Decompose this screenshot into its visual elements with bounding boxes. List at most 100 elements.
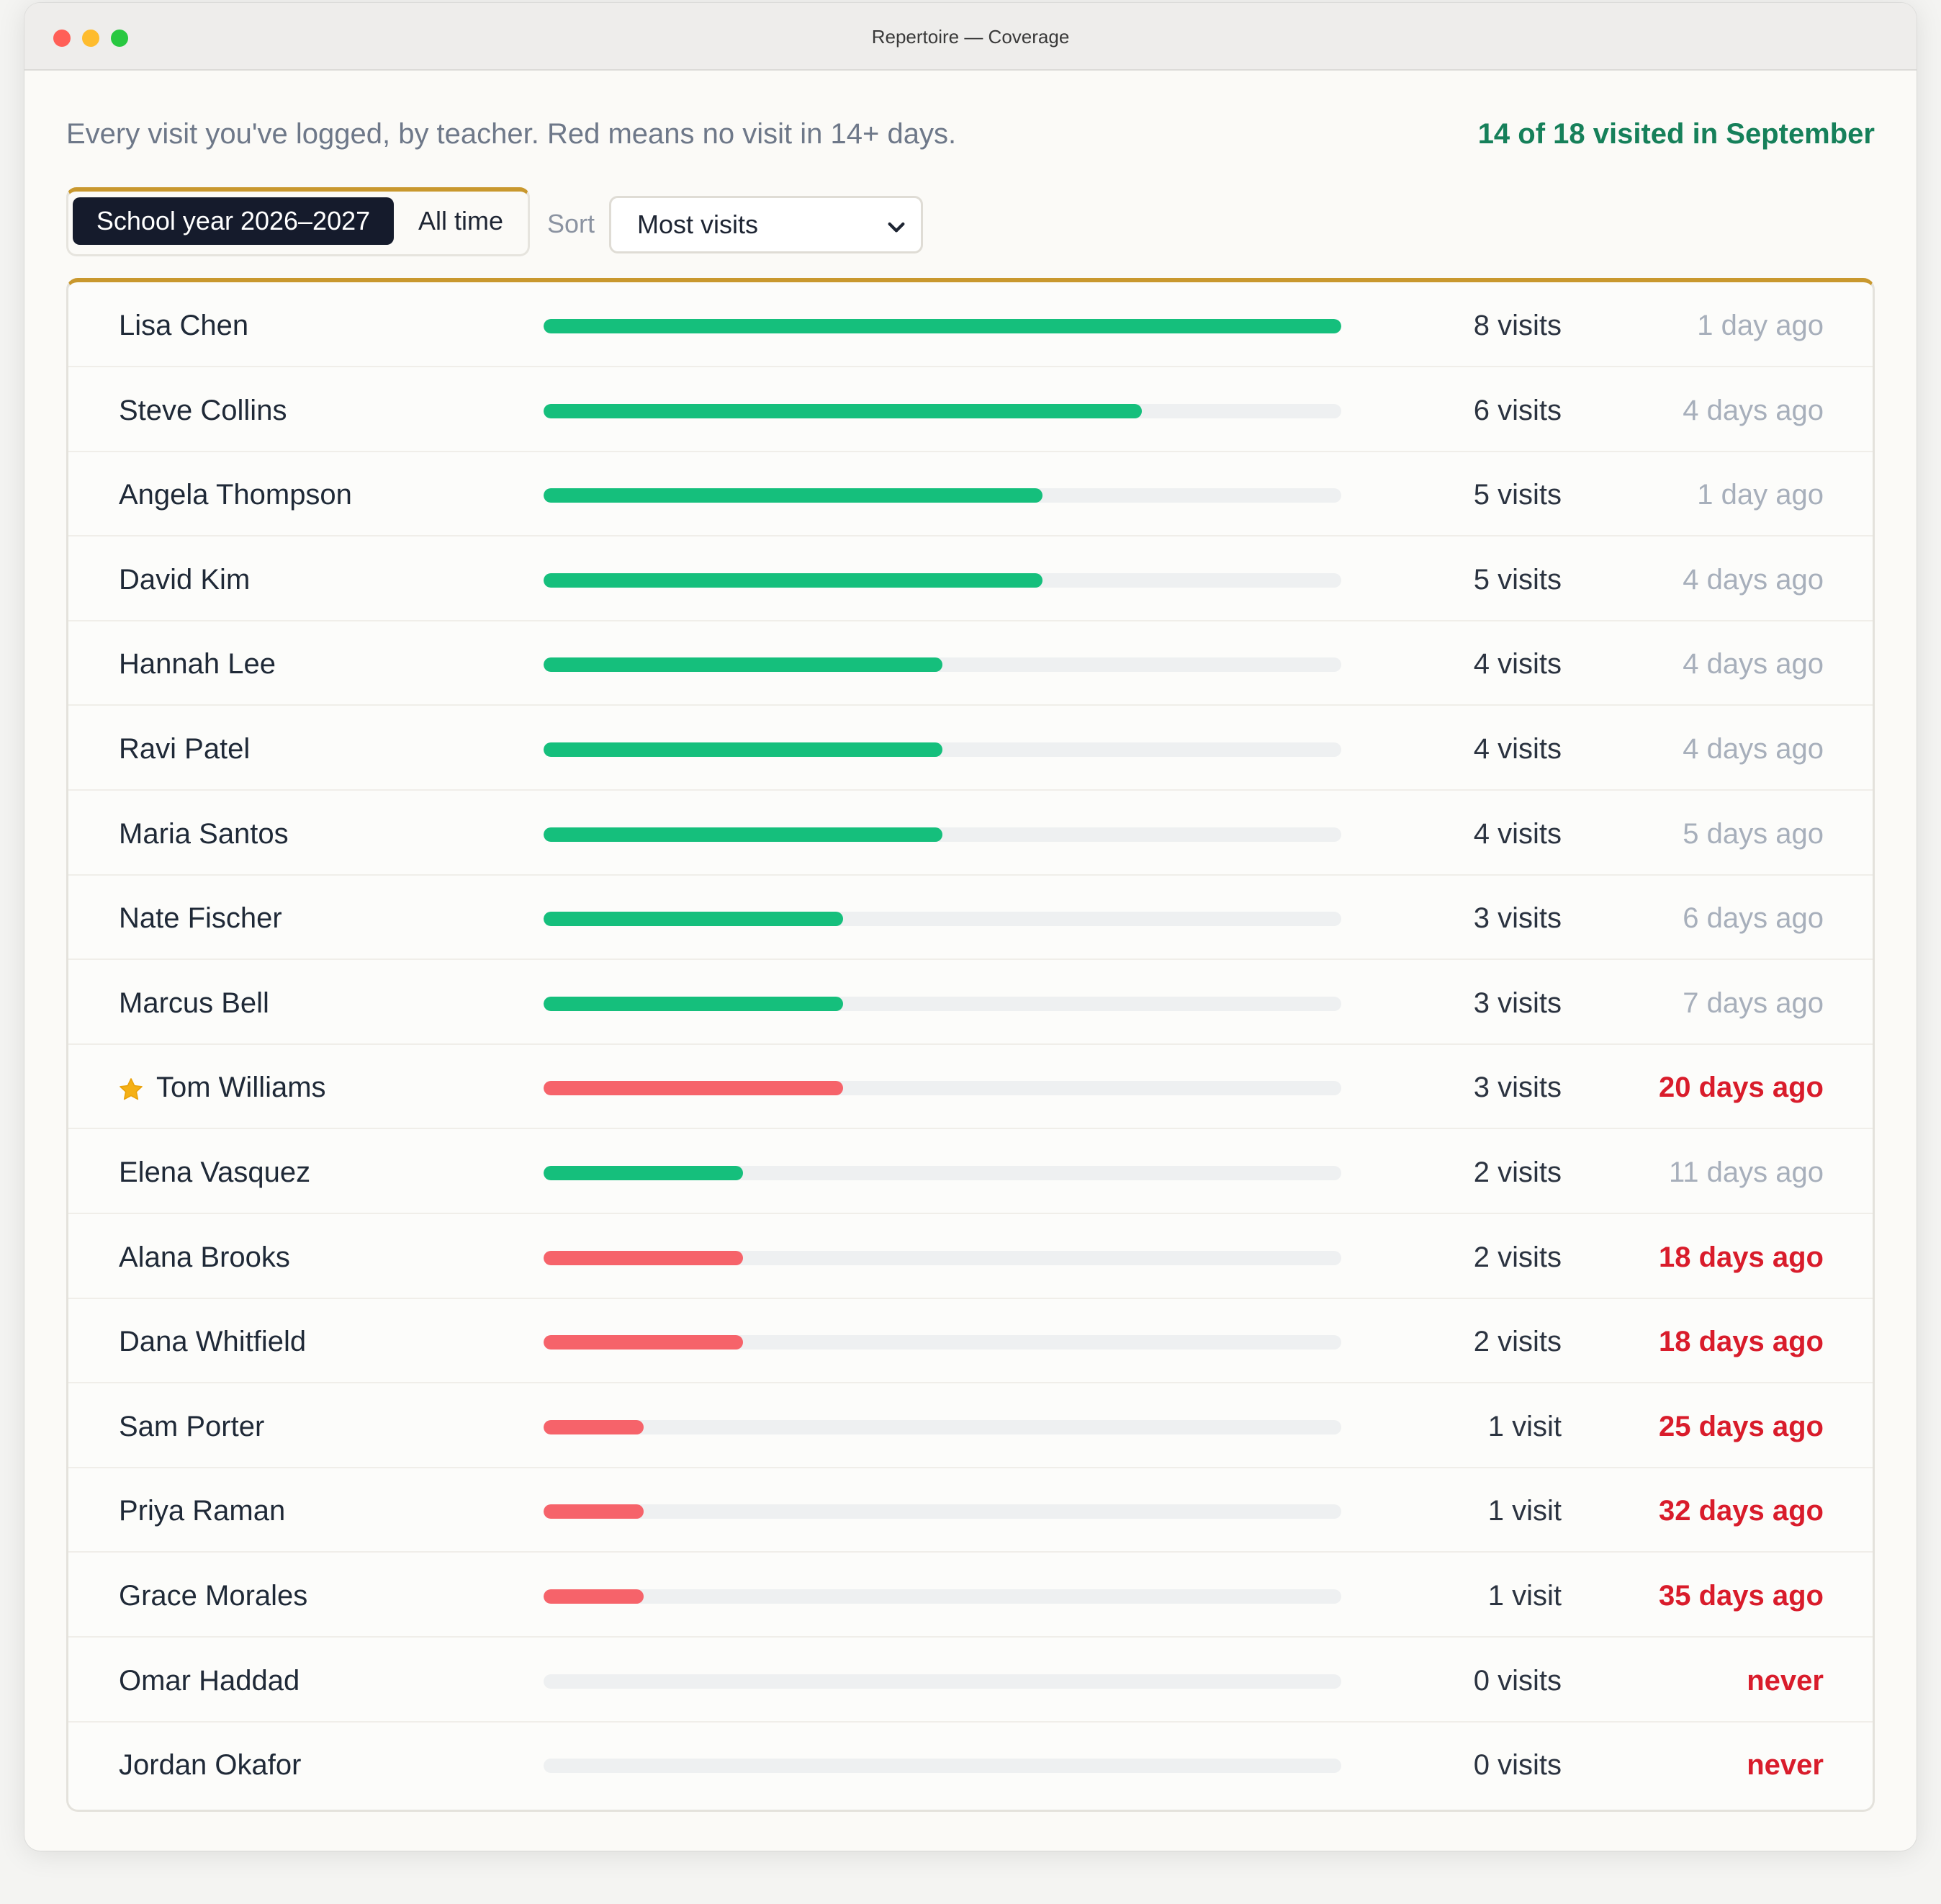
teacher-name: Angela Thompson bbox=[119, 479, 352, 511]
last-visit: never bbox=[1747, 1749, 1824, 1782]
teacher-name: Sam Porter bbox=[119, 1410, 265, 1442]
last-visit: never bbox=[1747, 1664, 1824, 1697]
last-visit: 32 days ago bbox=[1658, 1495, 1824, 1527]
visits-bar-fill bbox=[544, 1589, 644, 1604]
zoom-window-button[interactable] bbox=[111, 30, 128, 47]
visit-count: 5 visits bbox=[1473, 563, 1562, 596]
last-visit: 4 days ago bbox=[1683, 563, 1824, 596]
teacher-row[interactable]: Alana Brooks 2 visits 18 days ago bbox=[68, 1214, 1873, 1299]
visits-bar-fill bbox=[544, 1081, 843, 1096]
window-title: Repertoire — Coverage bbox=[871, 26, 1070, 48]
teacher-name: Nate Fischer bbox=[119, 902, 282, 935]
teacher-row[interactable]: Maria Santos 4 visits 5 days ago bbox=[68, 791, 1873, 876]
visits-bar-track bbox=[544, 996, 1341, 1011]
teacher-row[interactable]: Lisa Chen 8 visits 1 day ago bbox=[68, 282, 1873, 367]
visits-bar-fill bbox=[544, 912, 843, 927]
last-visit: 35 days ago bbox=[1658, 1580, 1824, 1612]
teacher-row[interactable]: David Kim 5 visits 4 days ago bbox=[68, 536, 1873, 621]
teacher-row[interactable]: Jordan Okafor 0 visits never bbox=[68, 1722, 1873, 1807]
last-visit: 5 days ago bbox=[1683, 817, 1824, 850]
last-visit: 4 days ago bbox=[1683, 733, 1824, 765]
visits-bar-track bbox=[544, 319, 1341, 333]
visits-bar-fill bbox=[544, 657, 942, 673]
teacher-row[interactable]: Omar Haddad 0 visits never bbox=[68, 1638, 1873, 1723]
teacher-name: Steve Collins bbox=[119, 394, 287, 426]
last-visit: 25 days ago bbox=[1658, 1410, 1824, 1442]
last-visit: 4 days ago bbox=[1683, 648, 1824, 681]
range-all-time-button[interactable]: All time bbox=[418, 206, 504, 235]
visits-bar-fill bbox=[544, 1504, 644, 1519]
last-visit: 11 days ago bbox=[1669, 1157, 1824, 1188]
visits-bar-track bbox=[544, 742, 1341, 757]
visits-bar-track bbox=[544, 572, 1341, 588]
visits-bar-fill bbox=[544, 742, 942, 757]
visits-bar-track bbox=[544, 912, 1341, 927]
visits-bar-fill bbox=[544, 827, 942, 842]
visits-bar-fill bbox=[544, 1250, 743, 1265]
visits-bar-fill bbox=[544, 1419, 644, 1434]
teacher-row[interactable]: Dana Whitfield 2 visits 18 days ago bbox=[68, 1298, 1873, 1384]
teacher-name: Marcus Bell bbox=[119, 987, 269, 1019]
teacher-name: Hannah Lee bbox=[119, 648, 276, 681]
visits-bar-track bbox=[544, 1335, 1341, 1350]
teacher-row[interactable]: Ravi Patel 4 visits 4 days ago bbox=[68, 706, 1873, 791]
visits-bar-track bbox=[544, 1674, 1341, 1689]
visits-bar-fill bbox=[544, 1166, 743, 1180]
visit-count: 4 visits bbox=[1473, 817, 1562, 850]
teacher-row[interactable]: Tom Williams 3 visits 20 days ago bbox=[68, 1044, 1873, 1130]
visit-count: 6 visits bbox=[1473, 394, 1562, 426]
teacher-row[interactable]: Hannah Lee 4 visits 4 days ago bbox=[68, 621, 1873, 706]
minimize-window-button[interactable] bbox=[82, 30, 99, 47]
coverage-summary: 14 of 18 visited in September bbox=[1477, 118, 1875, 150]
sort-select[interactable]: Most visits bbox=[609, 196, 923, 253]
sort-select-value: Most visits bbox=[637, 210, 759, 239]
visit-count: 1 visit bbox=[1487, 1495, 1562, 1527]
teacher-name: Alana Brooks bbox=[119, 1241, 290, 1273]
visits-bar-fill bbox=[544, 488, 1042, 503]
visits-bar-track bbox=[544, 488, 1341, 503]
visits-bar-fill bbox=[544, 403, 1142, 418]
teacher-name: Priya Raman bbox=[119, 1495, 286, 1527]
last-visit: 18 days ago bbox=[1658, 1326, 1824, 1358]
visit-count: 4 visits bbox=[1473, 733, 1562, 765]
visit-count: 3 visits bbox=[1473, 987, 1562, 1019]
visit-count: 8 visits bbox=[1473, 310, 1562, 341]
visits-bar-track bbox=[544, 1504, 1341, 1519]
teacher-name: Jordan Okafor bbox=[119, 1749, 302, 1782]
close-window-button[interactable] bbox=[53, 30, 71, 47]
visit-count: 2 visits bbox=[1473, 1326, 1562, 1358]
teacher-name: Maria Santos bbox=[119, 817, 289, 850]
visit-count: 4 visits bbox=[1473, 648, 1562, 681]
last-visit: 1 day ago bbox=[1697, 310, 1824, 341]
teacher-name: Lisa Chen bbox=[119, 310, 249, 341]
teacher-row[interactable]: Angela Thompson 5 visits 1 day ago bbox=[68, 452, 1873, 537]
last-visit: 20 days ago bbox=[1658, 1072, 1824, 1104]
range-school-year-button[interactable]: School year 2026–2027 bbox=[73, 197, 394, 245]
teacher-row[interactable]: Priya Raman 1 visit 32 days ago bbox=[68, 1468, 1873, 1553]
teacher-name: Omar Haddad bbox=[119, 1664, 300, 1697]
teacher-row[interactable]: Grace Morales 1 visit 35 days ago bbox=[68, 1553, 1873, 1638]
chevron-down-icon bbox=[888, 222, 905, 233]
visits-bar-fill bbox=[544, 996, 843, 1011]
teacher-name: David Kim bbox=[119, 563, 251, 596]
last-visit: 7 days ago bbox=[1683, 987, 1824, 1019]
app-window: Repertoire — Coverage Every visit you've… bbox=[24, 3, 1917, 1851]
visit-count: 0 visits bbox=[1473, 1749, 1562, 1782]
page-subtitle: Every visit you've logged, by teacher. R… bbox=[66, 118, 957, 150]
teacher-row[interactable]: Nate Fischer 3 visits 6 days ago bbox=[68, 875, 1873, 961]
teacher-row[interactable]: Steve Collins 6 visits 4 days ago bbox=[68, 367, 1873, 452]
last-visit: 4 days ago bbox=[1683, 394, 1824, 426]
visits-bar-fill bbox=[544, 1335, 743, 1350]
teacher-row[interactable]: Marcus Bell 3 visits 7 days ago bbox=[68, 960, 1873, 1045]
visits-bar-track bbox=[544, 1419, 1341, 1434]
visits-bar-track bbox=[544, 827, 1341, 842]
visits-bar-track bbox=[544, 403, 1341, 418]
teacher-row[interactable]: Elena Vasquez 2 visits 11 days ago bbox=[68, 1129, 1873, 1214]
title-bar: Repertoire — Coverage bbox=[24, 3, 1917, 71]
visit-count: 0 visits bbox=[1473, 1664, 1562, 1697]
last-visit: 1 day ago bbox=[1697, 479, 1824, 511]
teacher-row[interactable]: Sam Porter 1 visit 25 days ago bbox=[68, 1383, 1873, 1468]
visits-bar-track bbox=[544, 1250, 1341, 1265]
visit-count: 3 visits bbox=[1473, 1072, 1562, 1104]
visit-count: 3 visits bbox=[1473, 902, 1562, 935]
